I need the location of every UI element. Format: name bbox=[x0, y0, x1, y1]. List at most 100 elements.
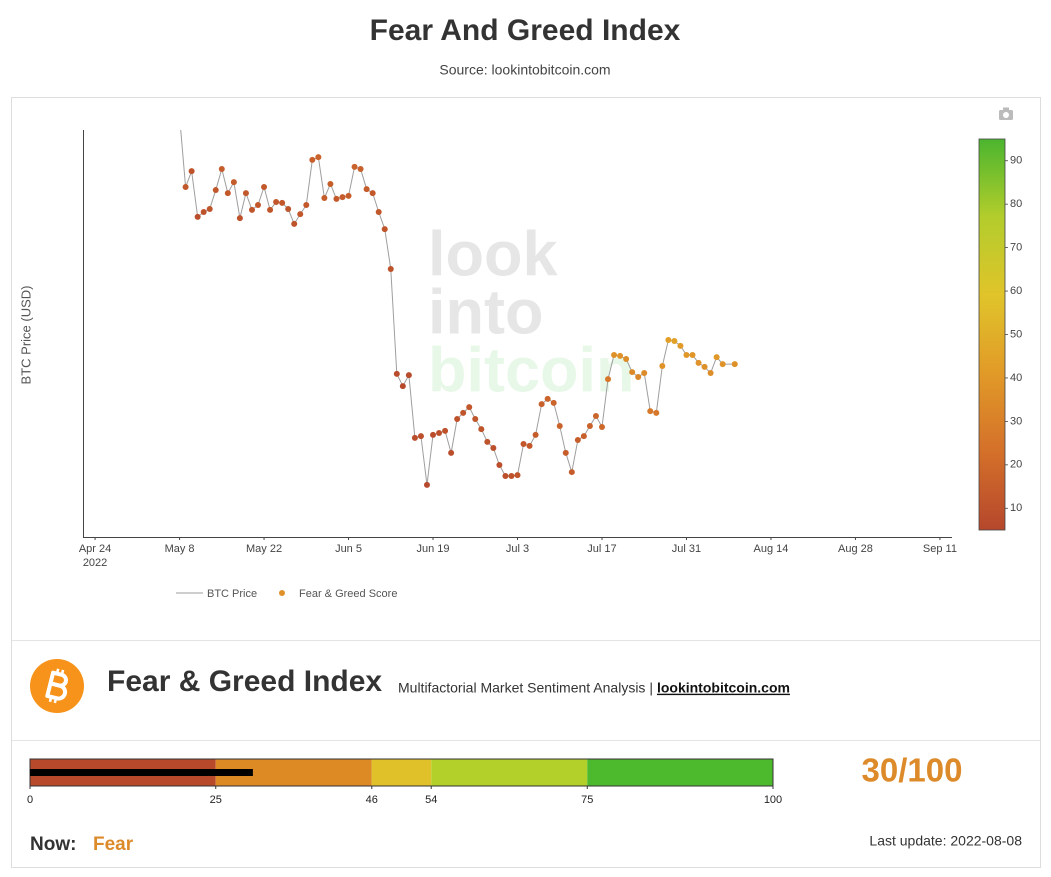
x-tick-label: Aug 28 bbox=[838, 543, 873, 555]
gauge-tick-label: 75 bbox=[581, 794, 593, 806]
score-dot bbox=[707, 369, 714, 376]
watermark-text: bitcoin bbox=[428, 336, 634, 406]
score-dot bbox=[333, 195, 340, 202]
score-dot bbox=[502, 473, 509, 480]
y-axis-label: BTC Price (USD) bbox=[18, 286, 33, 385]
score-dot bbox=[538, 401, 545, 408]
score-dot bbox=[430, 431, 437, 438]
x-tick-label: Sep 11 bbox=[923, 543, 957, 555]
score-dot bbox=[647, 408, 654, 415]
status-label: Fear bbox=[93, 834, 134, 855]
score-dot bbox=[665, 337, 672, 344]
score-dot bbox=[411, 434, 418, 441]
page-subtitle: Source: lookintobitcoin.com bbox=[439, 62, 610, 78]
score-dot bbox=[454, 416, 461, 423]
score-dot bbox=[520, 441, 527, 448]
score-dot bbox=[641, 369, 648, 376]
watermark-text: into bbox=[428, 278, 543, 348]
score-dot bbox=[544, 395, 551, 402]
score-dot bbox=[586, 423, 593, 430]
score-dot bbox=[255, 201, 262, 208]
score-dot bbox=[701, 363, 708, 370]
score-dot bbox=[285, 205, 292, 212]
score-dot bbox=[381, 226, 388, 233]
score-dot bbox=[273, 198, 280, 205]
score-dot bbox=[496, 462, 503, 469]
score-dot bbox=[598, 423, 605, 430]
gauge-band bbox=[587, 759, 773, 786]
score-dot bbox=[683, 351, 690, 358]
bitcoin-logo bbox=[30, 659, 84, 713]
camera-icon[interactable] bbox=[999, 107, 1013, 121]
score-dot bbox=[399, 383, 406, 390]
score-dot bbox=[339, 194, 346, 201]
colorbar-tick-label: 20 bbox=[1010, 459, 1022, 471]
score-dot bbox=[719, 361, 726, 368]
gauge-tick-label: 0 bbox=[27, 794, 33, 806]
score-dot bbox=[363, 186, 370, 193]
score-dot bbox=[327, 180, 334, 187]
score-dot bbox=[713, 354, 720, 361]
colorbar-tick-label: 70 bbox=[1010, 242, 1022, 254]
score-dot bbox=[635, 373, 642, 380]
x-tick-label: May 8 bbox=[165, 543, 195, 555]
score-dot bbox=[605, 376, 612, 383]
x-tick-label: Jul 31 bbox=[672, 543, 701, 555]
score-dot bbox=[405, 372, 412, 379]
score-dot bbox=[580, 433, 587, 440]
score-dot bbox=[677, 342, 684, 349]
score-dot bbox=[617, 352, 624, 359]
colorbar-tick-label: 30 bbox=[1010, 415, 1022, 427]
x-tick-label: Jul 3 bbox=[506, 543, 529, 555]
score-dot bbox=[423, 481, 430, 488]
score-dot bbox=[212, 187, 219, 194]
score-dot bbox=[261, 184, 268, 191]
plot-area bbox=[180, 130, 738, 488]
score-dot bbox=[526, 442, 533, 449]
score-dot bbox=[417, 433, 424, 440]
score-dot bbox=[236, 215, 243, 222]
gauge-band bbox=[371, 759, 432, 786]
score-dot bbox=[532, 431, 539, 438]
score-dot bbox=[508, 473, 515, 480]
score-dot bbox=[188, 168, 195, 175]
score-dot bbox=[466, 404, 473, 411]
legend-label: Fear & Greed Score bbox=[299, 588, 397, 600]
panel-description: Multifactorial Market Sentiment Analysis… bbox=[398, 680, 653, 696]
score-dot bbox=[484, 438, 491, 445]
gauge: 0 25 46 54 75 100 bbox=[27, 758, 782, 806]
score-dot bbox=[387, 266, 394, 273]
score-dot bbox=[623, 355, 630, 362]
score-dot bbox=[653, 409, 660, 416]
score-dot bbox=[689, 351, 696, 358]
x-tick-label: Jun 19 bbox=[416, 543, 449, 555]
now-label: Now: bbox=[30, 834, 76, 855]
score-dot bbox=[611, 351, 618, 358]
score-dot bbox=[267, 206, 274, 213]
page-title: Fear And Greed Index bbox=[370, 14, 681, 47]
score-dot bbox=[562, 449, 569, 456]
score-dot bbox=[206, 205, 213, 212]
score-dot bbox=[182, 184, 189, 191]
score-dot bbox=[574, 437, 581, 444]
last-update: Last update: 2022-08-08 bbox=[869, 833, 1022, 849]
watermark: look into bitcoin bbox=[428, 220, 634, 406]
score-dot bbox=[297, 211, 304, 218]
panel-link[interactable]: lookintobitcoin.com bbox=[657, 680, 790, 696]
score-dot bbox=[194, 213, 201, 220]
score-dot bbox=[230, 179, 237, 186]
score-dot bbox=[224, 190, 231, 197]
score-dot bbox=[375, 209, 382, 216]
score-dot bbox=[442, 427, 449, 434]
score-dot bbox=[671, 337, 678, 344]
gauge-tick-label: 25 bbox=[210, 794, 222, 806]
panel-border bbox=[11, 97, 1041, 868]
panel-title: Fear & Greed Index bbox=[107, 665, 382, 698]
watermark-text: look bbox=[428, 220, 558, 290]
gauge-value-label: 30/100 bbox=[862, 752, 963, 789]
colorbar-tick-label: 90 bbox=[1010, 155, 1022, 167]
score-dot bbox=[393, 370, 400, 377]
score-dot bbox=[695, 359, 702, 366]
x-tick-label: Jul 17 bbox=[587, 543, 616, 555]
